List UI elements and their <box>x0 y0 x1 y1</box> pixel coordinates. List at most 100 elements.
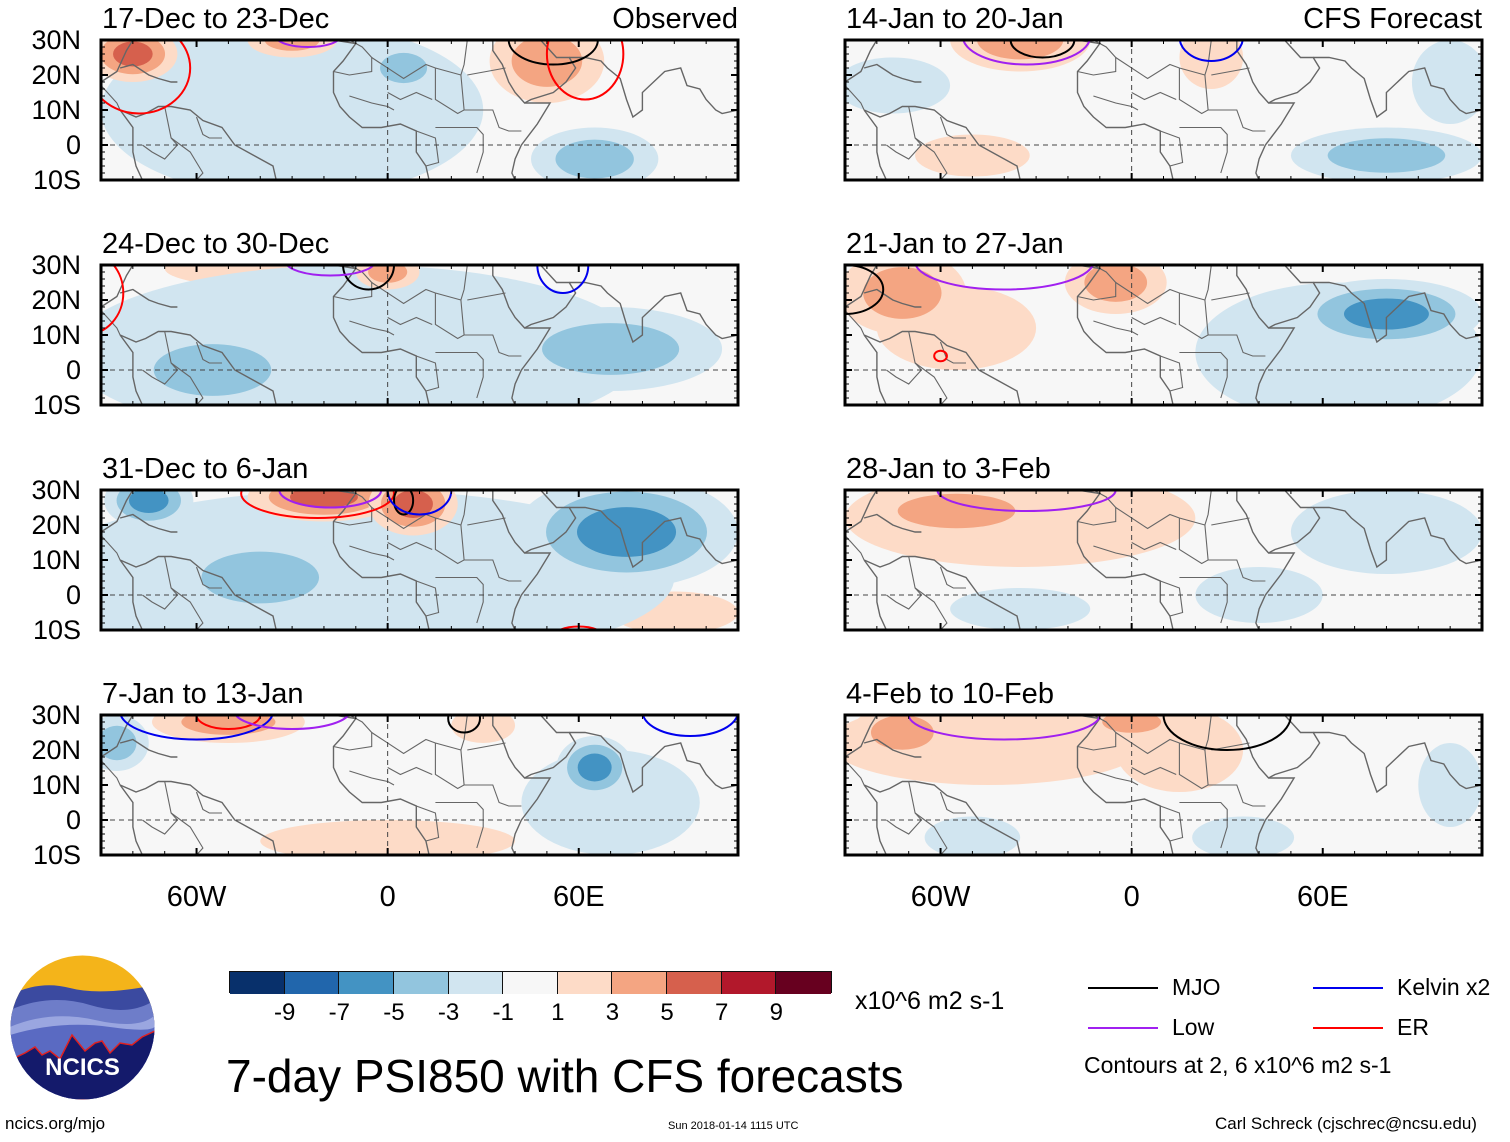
y-tick-label: 10N <box>31 545 81 575</box>
colorbar-swatch <box>721 972 777 994</box>
country-border <box>1093 95 1139 111</box>
country-border <box>1160 580 1184 617</box>
anomaly-shading <box>1179 40 1244 89</box>
coastline <box>119 738 178 758</box>
footer-site-link[interactable]: ncics.org/mjo <box>5 1114 106 1133</box>
panel-source-label: Observed <box>612 3 738 35</box>
coastline <box>524 715 577 779</box>
anomaly-shading <box>451 715 516 743</box>
y-tick-label: 0 <box>65 355 81 385</box>
country-border <box>1077 490 1117 526</box>
y-tick-label: 30N <box>31 250 81 280</box>
map-panel <box>843 488 1484 632</box>
country-border <box>349 770 395 786</box>
coastline <box>863 288 922 308</box>
coastline <box>101 490 134 533</box>
country-border <box>1178 518 1209 565</box>
contour-low <box>234 715 350 730</box>
country-border <box>387 541 433 551</box>
coastline <box>845 265 878 308</box>
x-tick-label: 60W <box>910 881 971 913</box>
country-border <box>349 95 395 111</box>
country-border <box>349 320 395 336</box>
logo-text: NCICS <box>45 1054 120 1081</box>
country-border <box>387 766 433 776</box>
coastline <box>119 780 277 855</box>
y-tick-label: 10N <box>31 95 81 125</box>
anomaly-shading <box>897 493 1016 529</box>
country-border <box>416 580 440 617</box>
country-border <box>1211 292 1250 301</box>
country-border <box>464 109 522 132</box>
country-border <box>416 355 440 392</box>
anomaly-shading <box>845 57 951 114</box>
country-border <box>1093 320 1139 336</box>
coastline <box>492 715 552 855</box>
contour-er <box>933 349 948 363</box>
contour-mjo <box>845 265 885 315</box>
coastline <box>524 40 577 104</box>
coastline <box>1313 281 1482 344</box>
coastline <box>863 780 1021 855</box>
country-border <box>1179 801 1228 849</box>
coastline <box>569 281 738 344</box>
colorbar-swatch <box>339 972 394 994</box>
anomaly-shading <box>576 507 677 557</box>
map-panel <box>99 488 740 632</box>
y-tick-label: 30N <box>31 700 81 730</box>
contour-kelvin-x2 <box>1178 40 1244 62</box>
contour-kelvin-x2 <box>536 265 590 294</box>
country-border <box>333 715 373 751</box>
panel-source-label: CFS Forecast <box>1303 3 1482 35</box>
coastline <box>1236 490 1296 630</box>
y-tick-label: 10N <box>31 320 81 350</box>
country-border <box>170 137 204 180</box>
country-border <box>886 781 923 835</box>
country-border <box>195 566 222 589</box>
coastline <box>863 334 888 405</box>
colorbar-swatch <box>667 972 722 994</box>
country-border <box>416 805 440 842</box>
country-border <box>1178 743 1209 790</box>
x-tick-label: 60E <box>1296 881 1349 913</box>
contour-low <box>907 715 1101 741</box>
contour-low <box>278 490 383 509</box>
country-border <box>1131 766 1177 776</box>
coastline <box>1236 715 1296 855</box>
anomaly-shading <box>555 139 634 179</box>
coastline <box>863 555 1021 630</box>
coastline <box>1268 490 1321 554</box>
legend-line-kelvin-x2 <box>1313 987 1383 989</box>
country-border <box>1179 576 1228 624</box>
country-border <box>1211 517 1250 526</box>
coastline <box>101 40 134 83</box>
country-border <box>1208 109 1266 132</box>
country-border <box>416 130 440 167</box>
colorbar-swatch <box>776 972 831 994</box>
coastline <box>863 330 1021 405</box>
coastline <box>492 490 552 630</box>
coastline <box>332 715 430 855</box>
coastline <box>1236 40 1296 180</box>
colorbar-tick-label: 3 <box>605 999 620 1026</box>
colorbar-tick-label: -3 <box>437 999 460 1026</box>
country-border <box>1208 334 1266 357</box>
country-border <box>1131 316 1177 326</box>
country-border <box>1077 40 1117 76</box>
anomaly-shading <box>1102 715 1162 733</box>
anomaly-shading <box>380 52 428 84</box>
country-border <box>434 68 465 115</box>
country-border <box>195 791 222 814</box>
anomaly-shading <box>870 715 934 750</box>
anomaly-shading <box>863 267 942 319</box>
coastline <box>332 265 430 405</box>
panel-period-title: 17-Dec to 23-Dec <box>102 3 330 35</box>
coastline <box>1313 506 1482 569</box>
country-border <box>914 137 948 180</box>
colorbar-tick-label: 5 <box>660 999 674 1026</box>
coastline <box>863 784 888 855</box>
coastline <box>1076 490 1174 630</box>
map-panel <box>99 263 740 407</box>
coastline <box>863 559 888 630</box>
colorbar-tick-label: -5 <box>383 999 405 1026</box>
